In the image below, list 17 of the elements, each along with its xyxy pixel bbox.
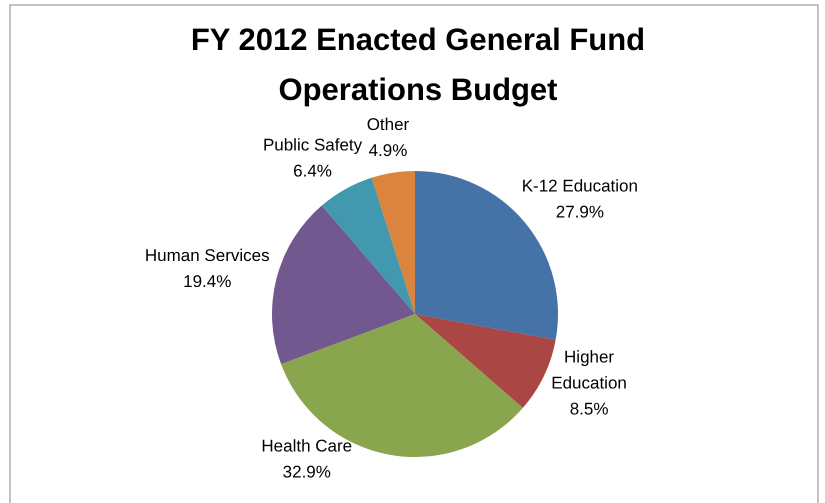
slice-label: Human Services [144,246,270,266]
data-label: 19.4% [183,272,232,292]
data-label: 27.9% [556,203,604,222]
pie-slice [372,171,415,314]
slice-label: Higher Education [551,348,627,393]
slice-label: Public Safety [262,136,363,155]
pie-slice [272,206,415,364]
slice-label: Other [366,116,410,135]
chart-title: FY 2012 Enacted General Fund Operations Budget [190,22,646,108]
pie-slice [322,178,415,314]
pie-slice [415,171,558,340]
data-label: 8.5% [570,400,608,419]
data-label: 4.9% [368,142,408,161]
slice-label: K-12 Education [522,177,638,196]
data-label: 32.9% [282,463,331,482]
data-label: 6.4% [293,162,332,181]
slice-label: Health Care [261,437,352,456]
